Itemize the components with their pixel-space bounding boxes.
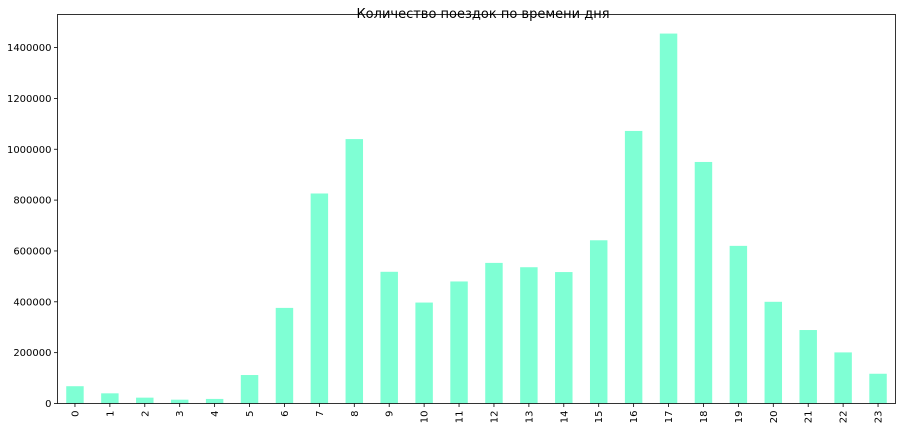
x-tick-label: 7 bbox=[315, 411, 326, 417]
x-tick-label: 0 bbox=[70, 411, 81, 417]
x-tick-label: 6 bbox=[280, 411, 291, 417]
x-tick-label: 9 bbox=[385, 411, 396, 417]
bar-13 bbox=[520, 267, 538, 404]
bar-6 bbox=[275, 307, 294, 404]
bar-7 bbox=[310, 193, 329, 404]
x-tick-label: 2 bbox=[140, 411, 151, 417]
bar-4 bbox=[205, 398, 224, 404]
x-tick-label: 21 bbox=[804, 411, 815, 424]
x-tick-label: 18 bbox=[699, 411, 710, 424]
y-tick-label: 1000000 bbox=[7, 145, 52, 156]
x-axis: 0 1 2 3 4 5 6 7 8 9 10 11 12 13 14 15 16 17 18 19 20 21 22 23 bbox=[70, 403, 885, 424]
x-tick-label: 8 bbox=[350, 411, 361, 417]
x-tick-label: 23 bbox=[874, 411, 885, 424]
bar-18 bbox=[694, 161, 713, 404]
bar-22 bbox=[834, 352, 852, 404]
x-tick-label: 5 bbox=[245, 411, 256, 417]
bar-2 bbox=[136, 397, 154, 404]
x-tick-label: 13 bbox=[524, 411, 535, 424]
x-tick-label: 11 bbox=[455, 411, 466, 424]
plot-frame bbox=[57, 14, 896, 404]
bar-21 bbox=[799, 330, 817, 404]
bar-8 bbox=[345, 139, 364, 404]
y-tick-label: 200000 bbox=[13, 348, 51, 359]
y-tick-label: 1200000 bbox=[7, 94, 52, 105]
y-tick-label: 1400000 bbox=[7, 43, 52, 54]
x-tick-label: 19 bbox=[734, 411, 745, 424]
y-tick-label: 800000 bbox=[13, 196, 51, 207]
bar-12 bbox=[485, 262, 503, 404]
x-tick-label: 3 bbox=[175, 411, 186, 417]
x-tick-label: 4 bbox=[210, 411, 221, 417]
y-tick-label: 600000 bbox=[13, 246, 51, 257]
x-tick-label: 1 bbox=[105, 411, 116, 417]
bar-20 bbox=[764, 301, 783, 404]
x-tick-label: 16 bbox=[629, 411, 640, 424]
x-tick-label: 14 bbox=[559, 411, 570, 424]
y-axis: 0 200000 400000 600000 800000 1000000 1200000 1… bbox=[7, 43, 58, 410]
bar-19 bbox=[729, 245, 748, 404]
bar-0 bbox=[66, 386, 84, 404]
y-tick-label: 0 bbox=[45, 399, 51, 410]
bar-9 bbox=[380, 271, 398, 404]
bar-23 bbox=[869, 373, 887, 404]
bar-3 bbox=[170, 399, 189, 404]
bar-1 bbox=[101, 393, 119, 404]
bar-15 bbox=[589, 240, 608, 404]
bars-group bbox=[66, 33, 887, 404]
bar-14 bbox=[555, 272, 573, 404]
bar-5 bbox=[240, 375, 259, 404]
x-tick-label: 22 bbox=[839, 411, 850, 424]
x-tick-label: 10 bbox=[420, 411, 431, 424]
bar-10 bbox=[415, 302, 433, 404]
bar-16 bbox=[624, 130, 643, 404]
y-tick-label: 400000 bbox=[13, 297, 51, 308]
x-tick-label: 20 bbox=[769, 411, 780, 424]
x-tick-label: 15 bbox=[594, 411, 605, 424]
x-tick-label: 12 bbox=[489, 411, 500, 424]
bar-11 bbox=[450, 281, 468, 404]
bar-17 bbox=[659, 33, 678, 404]
x-tick-label: 17 bbox=[664, 411, 675, 424]
